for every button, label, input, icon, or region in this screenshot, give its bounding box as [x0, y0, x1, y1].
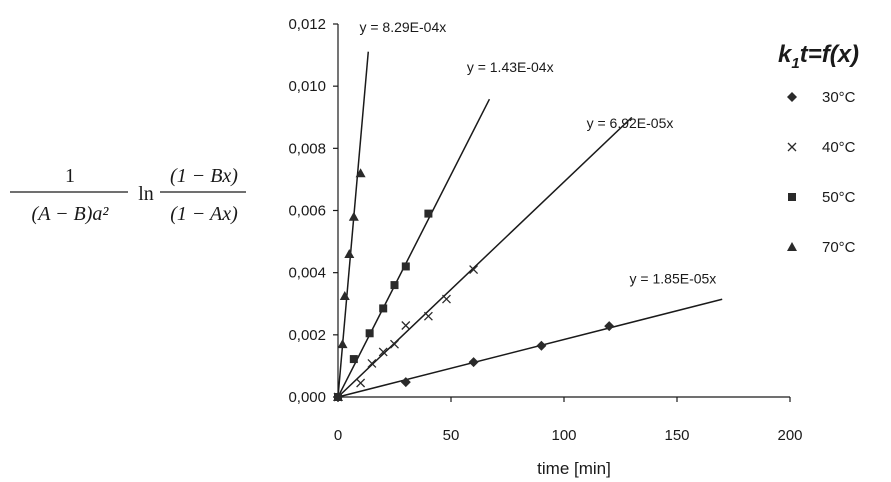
- legend-marker-square: [788, 193, 796, 201]
- y-tick-label: 0,006: [288, 203, 326, 220]
- x-axis-ticks: 0 50 100 150 200: [334, 397, 803, 444]
- data-point-square: [349, 355, 358, 364]
- x-axis-title: time [min]: [537, 459, 611, 478]
- data-point-triangle: [344, 249, 355, 259]
- trendline-triangle: [337, 51, 370, 398]
- legend-label: 40°C: [822, 139, 856, 156]
- x-tick-label: 150: [664, 427, 689, 444]
- equation-label: y = 6.92E-05x: [587, 115, 674, 131]
- x-tick-label: 0: [334, 427, 342, 444]
- data-point-square: [424, 209, 433, 218]
- formula-fraction-numerator: (1 − Bx): [170, 165, 238, 187]
- x-tick-label: 200: [777, 427, 802, 444]
- data-point-square: [401, 262, 410, 271]
- y-tick-label: 0,010: [288, 78, 326, 95]
- data-point-x: [423, 311, 433, 321]
- y-tick-label: 0,004: [288, 265, 326, 282]
- formula-numerator: 1: [65, 165, 75, 187]
- data-point-diamond: [536, 340, 547, 351]
- y-tick-label: 0,012: [288, 16, 326, 33]
- y-axis-formula: 1 (A − B)a² ln (1 − Bx) (1 − Ax): [10, 165, 246, 225]
- data-point-x: [367, 358, 377, 368]
- data-point-x: [469, 265, 479, 275]
- legend-title: k1t=f(x): [778, 41, 859, 72]
- data-point-triangle: [339, 290, 350, 300]
- data-point-square: [390, 281, 399, 290]
- equation-label: y = 1.85E-05x: [630, 271, 717, 287]
- legend-label: 70°C: [822, 239, 856, 256]
- data-point-x: [442, 294, 451, 304]
- data-point-x: [390, 339, 399, 349]
- y-tick-label: 0,002: [288, 327, 326, 344]
- legend: k1t=f(x) 30°C 40°C 50°C 70°C: [778, 41, 859, 256]
- data-point-x: [401, 321, 411, 330]
- legend-marker-diamond: [787, 92, 797, 102]
- data-point-diamond: [400, 377, 411, 388]
- data-point-x: [356, 378, 366, 388]
- data-points: [333, 168, 615, 402]
- y-tick-label: 0,008: [288, 140, 326, 157]
- data-point-square: [365, 329, 374, 338]
- legend-title-rest: t=f(x): [800, 41, 859, 68]
- legend-title-k: k: [778, 41, 793, 68]
- legend-label: 30°C: [822, 89, 856, 106]
- equation-label: y = 8.29E-04x: [359, 19, 446, 35]
- data-point-diamond: [468, 357, 479, 368]
- data-point-diamond: [604, 321, 615, 332]
- trendline-diamond: [337, 298, 723, 398]
- data-point-x: [378, 347, 388, 357]
- data-point-triangle: [333, 392, 343, 401]
- formula-fraction-denominator: (1 − Ax): [170, 203, 238, 225]
- formula-ln: ln: [138, 183, 154, 205]
- trendline-x: [337, 116, 633, 398]
- legend-marker-triangle: [787, 242, 797, 251]
- x-tick-label: 50: [443, 427, 460, 444]
- trendline-square: [337, 98, 491, 398]
- formula-denominator: (A − B)a²: [32, 203, 110, 225]
- y-tick-label: 0,000: [288, 389, 326, 406]
- data-point-triangle: [355, 168, 366, 178]
- equation-label: y = 1.43E-04x: [467, 59, 554, 75]
- legend-title-subscript: 1: [791, 55, 799, 72]
- trendline-equations: y = 8.29E-04x y = 1.43E-04x y = 6.92E-05x y…: [359, 19, 716, 287]
- x-tick-label: 100: [551, 427, 576, 444]
- y-axis-ticks: 0,000 0,002 0,004 0,006 0,008 0,010 0,012: [288, 16, 338, 406]
- data-point-triangle: [337, 339, 348, 349]
- data-point-triangle: [348, 211, 359, 221]
- fit-lines: [337, 51, 723, 398]
- legend-label: 50°C: [822, 189, 856, 206]
- data-point-square: [379, 304, 388, 313]
- legend-marker-x: [787, 142, 797, 152]
